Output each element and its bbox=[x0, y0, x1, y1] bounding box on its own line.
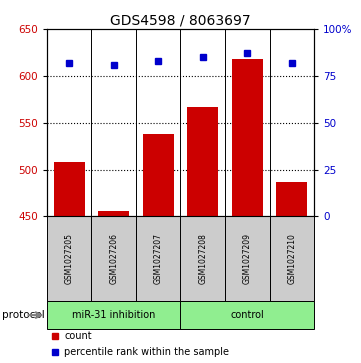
Bar bbox=[180, 216, 225, 302]
Text: miR-31 inhibition: miR-31 inhibition bbox=[72, 310, 155, 320]
Bar bbox=[187, 107, 218, 216]
Text: protocol: protocol bbox=[1, 310, 44, 320]
Bar bbox=[276, 182, 307, 216]
Text: count: count bbox=[64, 331, 92, 341]
Bar bbox=[180, 302, 314, 329]
Text: GSM1027209: GSM1027209 bbox=[243, 233, 252, 284]
Bar bbox=[47, 216, 91, 302]
Text: GSM1027205: GSM1027205 bbox=[65, 233, 74, 284]
Title: GDS4598 / 8063697: GDS4598 / 8063697 bbox=[110, 14, 251, 28]
Text: GSM1027208: GSM1027208 bbox=[198, 233, 207, 284]
Bar bbox=[143, 134, 174, 216]
Bar bbox=[225, 216, 270, 302]
Text: GSM1027210: GSM1027210 bbox=[287, 233, 296, 284]
Bar bbox=[98, 211, 129, 216]
Bar bbox=[232, 59, 263, 216]
Bar bbox=[91, 216, 136, 302]
Text: percentile rank within the sample: percentile rank within the sample bbox=[64, 347, 229, 357]
Text: control: control bbox=[230, 310, 264, 320]
Bar bbox=[270, 216, 314, 302]
Text: GSM1027206: GSM1027206 bbox=[109, 233, 118, 284]
Bar bbox=[53, 162, 85, 216]
Bar bbox=[47, 302, 180, 329]
Text: GSM1027207: GSM1027207 bbox=[154, 233, 163, 284]
Bar bbox=[136, 216, 180, 302]
